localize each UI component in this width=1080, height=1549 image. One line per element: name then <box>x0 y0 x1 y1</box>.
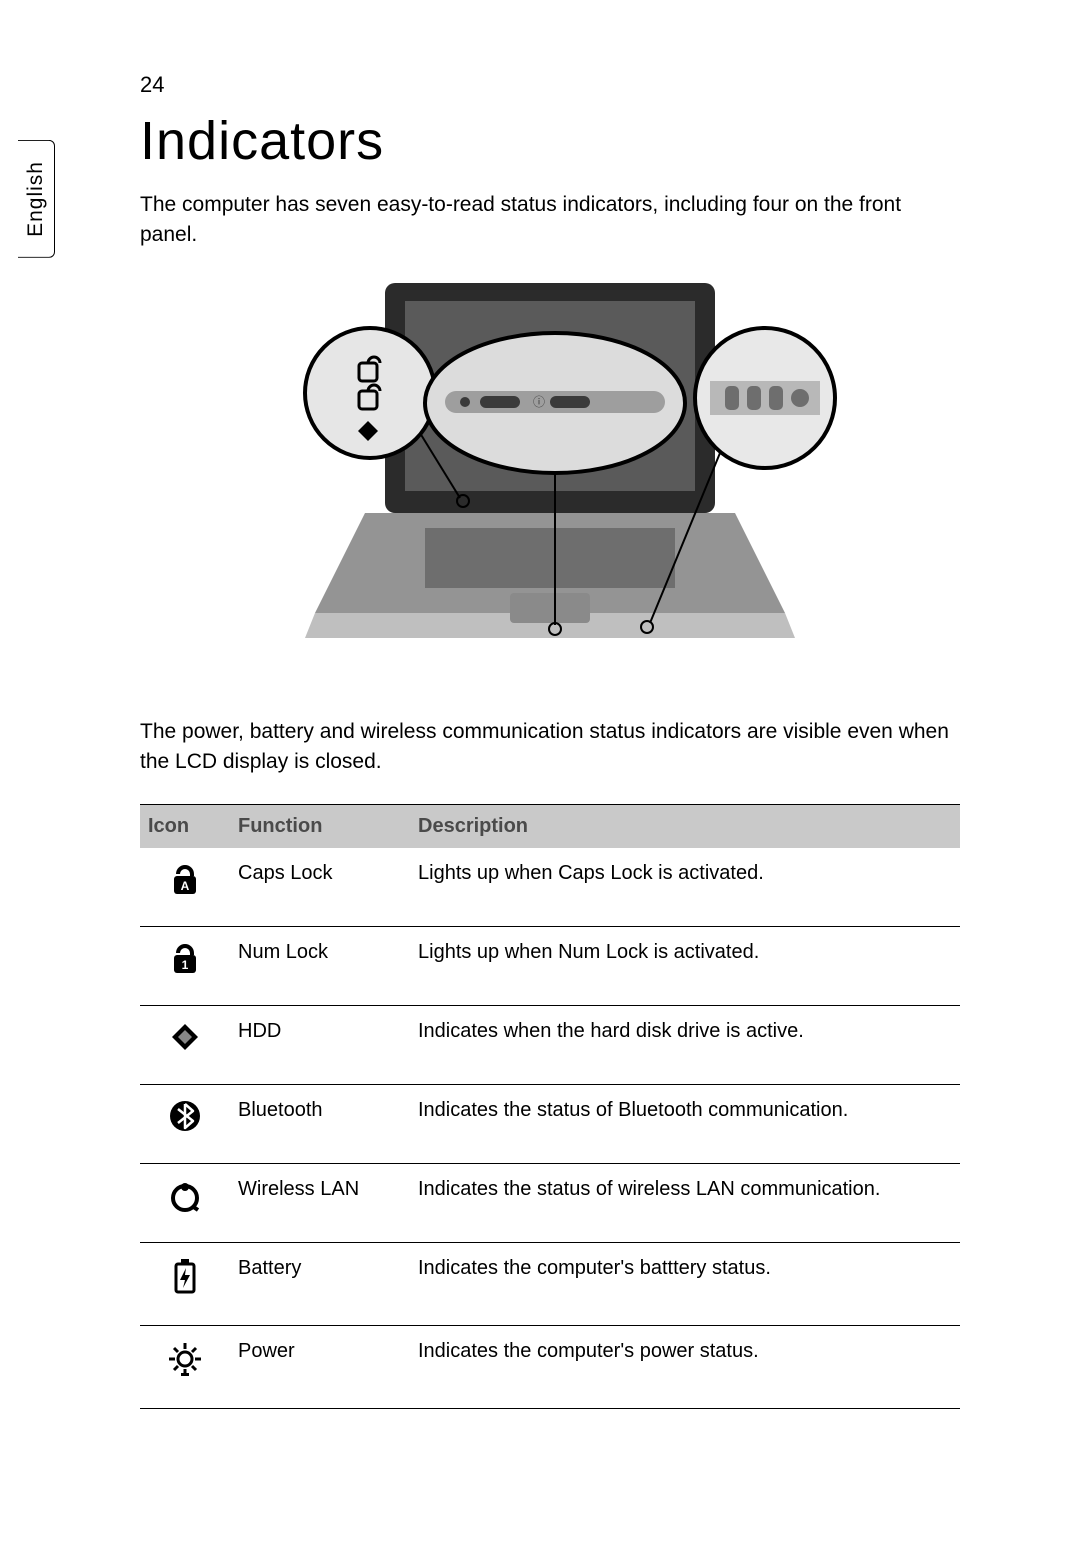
table-row: HDD Indicates when the hard disk drive i… <box>140 1005 960 1084</box>
table-row: Battery Indicates the computer's battter… <box>140 1242 960 1325</box>
wireless-lan-icon <box>140 1163 230 1242</box>
function-text: Battery <box>230 1242 410 1325</box>
bluetooth-icon <box>140 1084 230 1163</box>
table-row: Wireless LAN Indicates the status of wir… <box>140 1163 960 1242</box>
function-text: Wireless LAN <box>230 1163 410 1242</box>
function-text: Caps Lock <box>230 848 410 927</box>
table-row: Power Indicates the computer's power sta… <box>140 1325 960 1408</box>
caps-lock-icon: A <box>140 848 230 927</box>
description-text: Indicates the computer's power status. <box>410 1325 960 1408</box>
description-text: Indicates when the hard disk drive is ac… <box>410 1005 960 1084</box>
hdd-icon <box>140 1005 230 1084</box>
description-text: Lights up when Caps Lock is activated. <box>410 848 960 927</box>
after-diagram-text: The power, battery and wireless communic… <box>140 717 960 778</box>
svg-text:A: A <box>181 879 190 893</box>
battery-icon <box>140 1242 230 1325</box>
power-icon <box>140 1325 230 1408</box>
description-text: Indicates the computer's batttery status… <box>410 1242 960 1325</box>
function-text: HDD <box>230 1005 410 1084</box>
function-text: Power <box>230 1325 410 1408</box>
intro-text: The computer has seven easy-to-read stat… <box>140 190 960 251</box>
function-text: Num Lock <box>230 926 410 1005</box>
table-header-row: Icon Function Description <box>140 804 960 848</box>
header-icon: Icon <box>140 804 230 848</box>
indicators-table: Icon Function Description A Caps Lock Li… <box>140 804 960 1409</box>
svg-text:ⓘ: ⓘ <box>533 395 545 409</box>
description-text: Lights up when Num Lock is activated. <box>410 926 960 1005</box>
page-content: Indicators The computer has seven easy-t… <box>140 110 960 1409</box>
page-title: Indicators <box>140 110 960 172</box>
page-number: 24 <box>140 72 164 98</box>
table-row: Bluetooth Indicates the status of Blueto… <box>140 1084 960 1163</box>
header-function: Function <box>230 804 410 848</box>
description-text: Indicates the status of wireless LAN com… <box>410 1163 960 1242</box>
table-row: 1 Num Lock Lights up when Num Lock is ac… <box>140 926 960 1005</box>
header-description: Description <box>410 804 960 848</box>
num-lock-icon: 1 <box>140 926 230 1005</box>
language-tab: English <box>18 140 55 258</box>
table-row: A Caps Lock Lights up when Caps Lock is … <box>140 848 960 927</box>
svg-text:1: 1 <box>182 958 189 972</box>
description-text: Indicates the status of Bluetooth commun… <box>410 1084 960 1163</box>
function-text: Bluetooth <box>230 1084 410 1163</box>
laptop-indicators-diagram: ⓘ <box>255 273 845 693</box>
